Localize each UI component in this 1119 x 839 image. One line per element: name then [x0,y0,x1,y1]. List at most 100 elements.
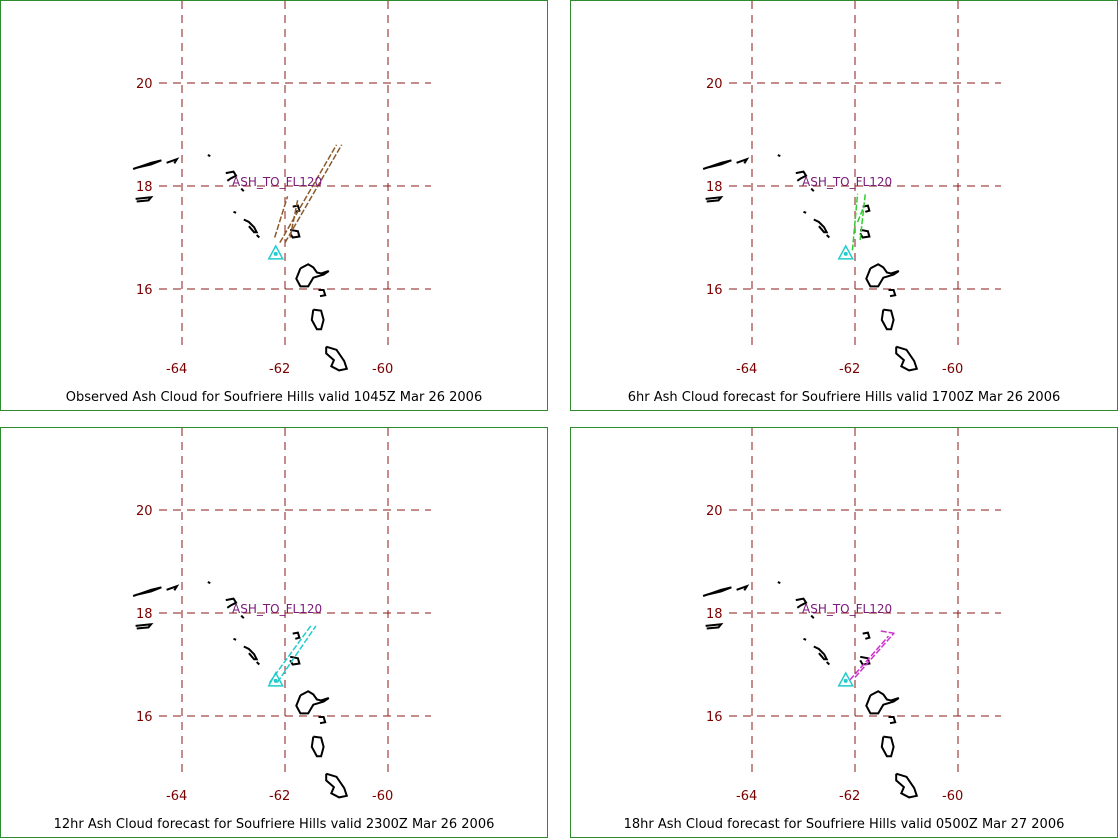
lon-tick-label: -60 [942,362,963,377]
lat-tick-label: 16 [706,710,723,725]
ash-map-18hr: 20 18 16 -64 -62 -60 ASH_TO_FL120 [702,428,1001,804]
ash-level-label: ASH_TO_FL120 [802,602,892,616]
coastline [705,196,724,203]
ash-map-observed: 20 18 16 -64 -62 -60 ASH_TO_FL120 [132,1,431,377]
ash-map-12hr: 20 18 16 -64 -62 -60 ASH_TO_FL120 [132,428,431,804]
panel-6hr-forecast: 20 18 16 -64 -62 -60 ASH_TO_FL120 6hr Ash Cloud… [570,0,1118,411]
panel-caption: Observed Ash Cloud for Soufriere Hills v… [65,390,483,405]
coastline [295,690,330,715]
lon-tick-label: -62 [269,789,290,804]
coastline [880,735,895,758]
lon-tick-label: -60 [942,789,963,804]
volcano-marker-icon [837,244,854,260]
volcano-dot-icon [273,678,278,683]
coastline [310,308,325,331]
coastline [207,581,211,585]
lon-tick-label: -62 [269,362,290,377]
ash-cloud-outline [289,198,299,238]
coastline [736,584,750,591]
lat-tick-label: 20 [136,77,153,92]
coastline [325,345,349,372]
coastline [318,716,327,725]
lon-tick-label: -60 [372,362,393,377]
ash-level-label: ASH_TO_FL120 [232,175,322,189]
coastline [777,581,781,585]
lat-tick-label: 18 [706,180,723,195]
lat-tick-label: 18 [136,180,153,195]
coastline [135,623,154,630]
coastline [292,631,301,640]
coastline [132,586,162,597]
coastline [289,655,301,666]
coastline [825,661,831,666]
coastline [289,228,301,239]
coastline [166,584,180,591]
coastline [325,772,349,799]
lat-tick-label: 16 [136,710,153,725]
coastline [865,263,900,288]
coastline [225,597,238,609]
coastline [318,289,327,298]
coastline [859,228,871,239]
coastline [862,631,871,640]
coastline [865,690,900,715]
ash-cloud-outline [279,144,338,244]
coastline [240,614,245,619]
coastline [705,623,724,630]
lat-tick-label: 20 [706,504,723,519]
lat-tick-label: 18 [136,607,153,622]
coastline [888,716,897,725]
lat-tick-label: 18 [706,607,723,622]
volcano-dot-icon [273,251,278,256]
coastline [795,597,808,609]
panel-18hr-forecast: 20 18 16 -64 -62 -60 ASH_TO_FL120 18hr Ash Clou… [570,427,1118,838]
coastline [803,210,807,214]
lon-tick-label: -64 [166,789,187,804]
ash-cloud-outline [880,630,897,635]
coastline [810,187,815,192]
ash-cloud-outline [851,193,859,251]
coastline [255,234,261,239]
lat-tick-label: 20 [136,504,153,519]
coastline [862,204,871,213]
coastline [243,218,259,234]
coastline [310,735,325,758]
coastline [166,157,180,164]
panel-observed: 20 18 16 -64 -62 -60 ASH_TO_FL120 Observed Ash … [0,0,548,411]
volcano-marker-icon [267,671,284,687]
ash-map-6hr: 20 18 16 -64 -62 -60 ASH_TO_FL120 [702,1,1001,377]
coastline [702,159,732,170]
coastline [810,614,815,619]
coastline [233,210,237,214]
lon-tick-label: -62 [839,789,860,804]
coastline [777,154,781,158]
ash-cloud-outline [856,208,864,223]
coastline [240,187,245,192]
coastline [880,308,895,331]
lon-tick-label: -64 [166,362,187,377]
coastline [225,170,238,182]
panel-12hr-forecast: 20 18 16 -64 -62 -60 ASH_TO_FL120 12hr Ash Clou… [0,427,548,838]
coastline [795,170,808,182]
coastline [295,263,330,288]
panel-caption: 18hr Ash Cloud forecast for Soufriere Hi… [623,817,1065,832]
ash-cloud-outline [849,635,890,681]
ash-cloud-outline [284,144,343,244]
lon-tick-label: -60 [372,789,393,804]
lat-tick-label: 20 [706,77,723,92]
coastline [135,196,154,203]
ash-cloud-outline [273,196,289,238]
coastline [888,289,897,298]
lon-tick-label: -62 [839,362,860,377]
coastline [233,637,237,641]
ash-level-label: ASH_TO_FL120 [232,602,322,616]
coastline [859,655,871,666]
volcano-marker-icon [837,671,854,687]
coastline [243,645,259,661]
volcano-marker-icon [267,244,284,260]
panel-caption: 12hr Ash Cloud forecast for Soufriere Hi… [53,817,495,832]
coastline [895,345,919,372]
coastline [736,157,750,164]
volcano-dot-icon [843,678,848,683]
lon-tick-label: -64 [736,789,757,804]
